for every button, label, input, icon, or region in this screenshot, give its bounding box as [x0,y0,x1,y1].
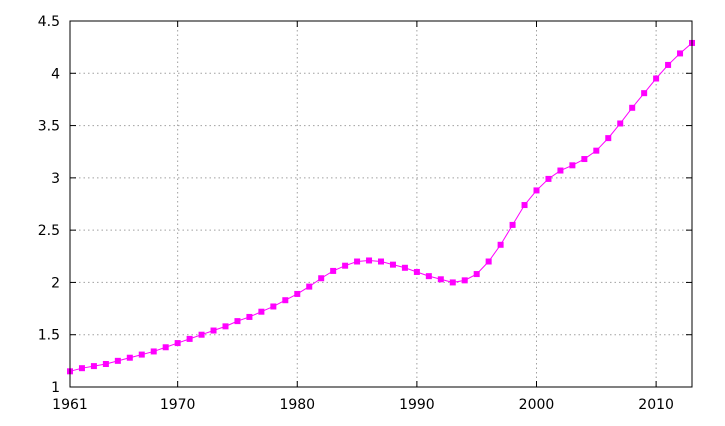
data-point [222,323,229,330]
data-point [533,187,540,194]
x-tick-label: 1970 [160,397,196,413]
data-point [617,120,624,127]
data-point [354,258,361,265]
data-point [366,257,373,264]
data-point [258,308,265,315]
y-tick-label: 2.5 [38,223,60,239]
grid-lines [70,21,692,387]
data-point [198,331,205,338]
data-point [509,221,516,228]
data-point [294,290,301,297]
data-point [150,348,157,355]
data-point [605,135,612,142]
x-tick-label: 2010 [638,397,674,413]
data-point [437,276,444,283]
x-axis: 1961 1970 1980 1990 2000 2010 [52,21,674,413]
x-tick-label: 1961 [52,397,88,413]
data-point [234,318,241,325]
data-point [174,340,181,347]
y-tick-label: 4 [51,66,60,82]
data-point [569,162,576,169]
data-point [186,335,193,342]
data-point [246,313,253,320]
data-point [485,258,492,265]
data-point [102,360,109,367]
data-point [413,268,420,275]
data-point [138,351,145,358]
data-point [162,344,169,351]
data-point [342,262,349,269]
data-point [653,75,660,82]
data-point [210,327,217,334]
x-tick-label: 1990 [399,397,435,413]
data-point [282,297,289,304]
plot-frame [69,20,693,388]
data-point [378,258,384,265]
data-point [318,275,325,282]
data-point [126,354,133,361]
y-tick-label: 1 [51,380,60,396]
x-tick-label: 1980 [279,397,315,413]
y-tick-label: 4.5 [38,14,60,30]
data-point [557,167,564,174]
data-point [389,261,396,268]
data-point [521,202,528,209]
data-point [425,273,432,280]
data-point [581,156,588,163]
data-point [677,50,684,57]
data-point [78,365,85,372]
data-point [306,283,313,290]
data-point [497,241,504,248]
data-point [665,61,672,68]
data-point [401,264,408,271]
y-tick-label: 3.5 [38,119,60,135]
y-tick-label: 1.5 [38,328,60,344]
data-point [270,303,277,310]
data-point [593,147,600,154]
data-point [461,277,468,284]
data-point [449,279,456,286]
series-line [69,42,693,372]
data-point [629,104,636,111]
data-point [641,90,648,97]
y-axis: 1 1.5 2 2.5 3 3.5 4 4.5 [38,14,692,396]
data-point [473,271,480,278]
series-layer [67,39,695,375]
y-tick-label: 2 [51,275,60,291]
data-point [330,267,337,274]
data-point [90,363,97,370]
data-point [114,357,121,364]
x-tick-label: 2000 [519,397,555,413]
y-tick-label: 3 [51,171,60,187]
data-point [545,175,552,182]
